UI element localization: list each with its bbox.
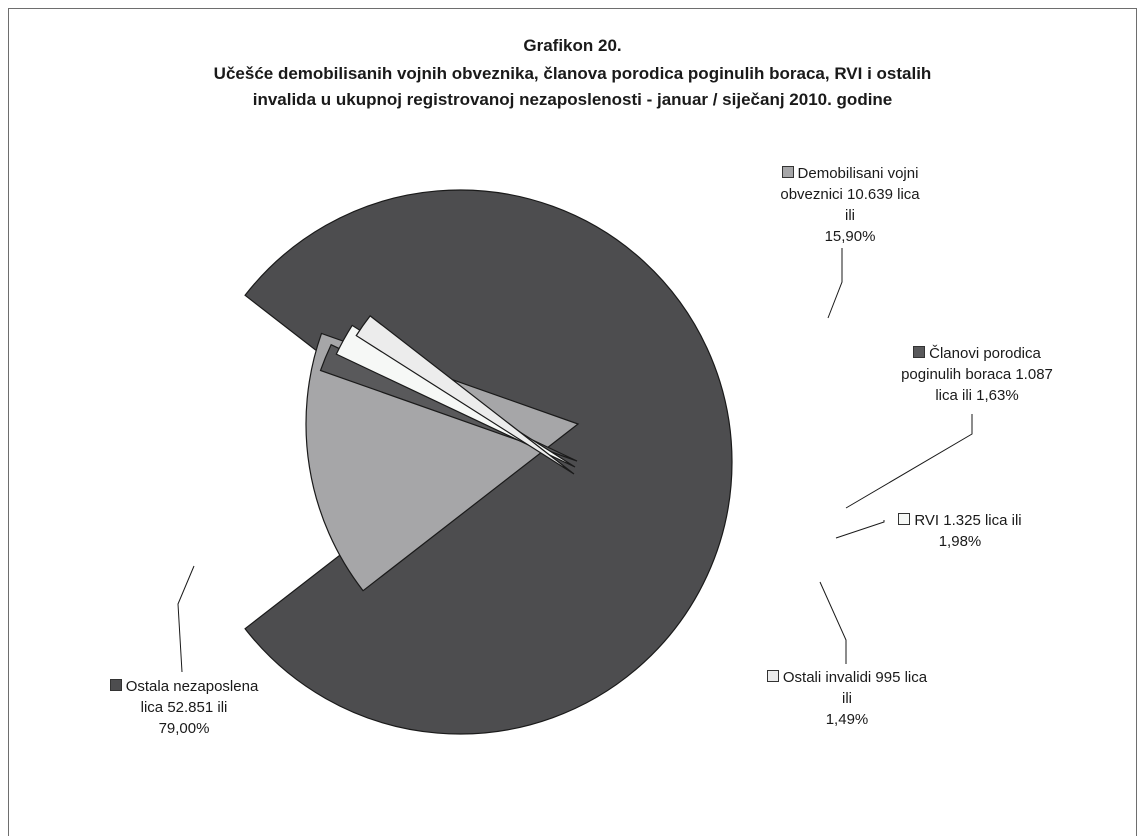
chart-title-line2: Učešće demobilisanih vojnih obveznika, č… (213, 64, 932, 83)
label-rvi-l1: RVI 1.325 lica ili (914, 512, 1022, 529)
label-ostali-invalidi: Ostali invalidi 995 lica ili 1,49% (742, 667, 952, 730)
label-clanovi-l3: lica ili 1,63% (935, 387, 1019, 404)
label-ostala-l2: lica 52.851 ili (140, 699, 228, 716)
legend-key-ostali-invalidi (766, 670, 779, 682)
slice-demobilisani (305, 332, 580, 592)
label-ostala-nezaposlena: Ostala nezaposlena lica 52.851 ili 79,00… (84, 676, 284, 739)
leader-ostali-invalidi (819, 581, 847, 664)
legend-key-clanovi (913, 346, 926, 358)
leader-demobilisani (827, 248, 843, 319)
legend-key-ostala (109, 679, 122, 691)
label-demobilisani-l4: 15,90% (824, 228, 876, 245)
label-ostali-invalidi-l1: Ostali invalidi 995 lica (782, 669, 928, 686)
chart-title-line1: Grafikon 20. (523, 36, 622, 55)
label-rvi-l2: 1,98% (938, 533, 982, 550)
label-ostali-invalidi-l2: ili (842, 690, 852, 707)
label-demobilisani-l1: Demobilisani vojni (797, 165, 919, 182)
leader-ostala (177, 565, 195, 673)
label-rvi: RVI 1.325 lica ili 1,98% (880, 510, 1040, 552)
chart-title-line3: invalida u ukupnoj registrovanoj nezapos… (252, 90, 893, 109)
leader-clanovi (845, 414, 973, 509)
legend-key-rvi (898, 513, 911, 525)
label-demobilisani-l3: ili (845, 207, 855, 224)
label-demobilisani: Demobilisani vojni obveznici 10.639 lica… (740, 163, 960, 247)
label-ostala-l1: Ostala nezaposlena (125, 678, 259, 695)
chart-frame (8, 8, 1137, 836)
slice-ostali-invalidi (355, 315, 575, 475)
legend-key-demobilisani (781, 166, 794, 178)
label-clanovi: Članovi porodica poginulih boraca 1.087 … (862, 343, 1092, 406)
leader-rvi (835, 520, 885, 539)
label-clanovi-l1: Članovi porodica (929, 345, 1041, 362)
label-demobilisani-l2: obveznici 10.639 lica (780, 186, 920, 203)
label-ostali-invalidi-l3: 1,49% (825, 711, 869, 728)
label-clanovi-l2: poginulih boraca 1.087 (901, 366, 1053, 383)
label-ostala-l3: 79,00% (158, 720, 210, 737)
